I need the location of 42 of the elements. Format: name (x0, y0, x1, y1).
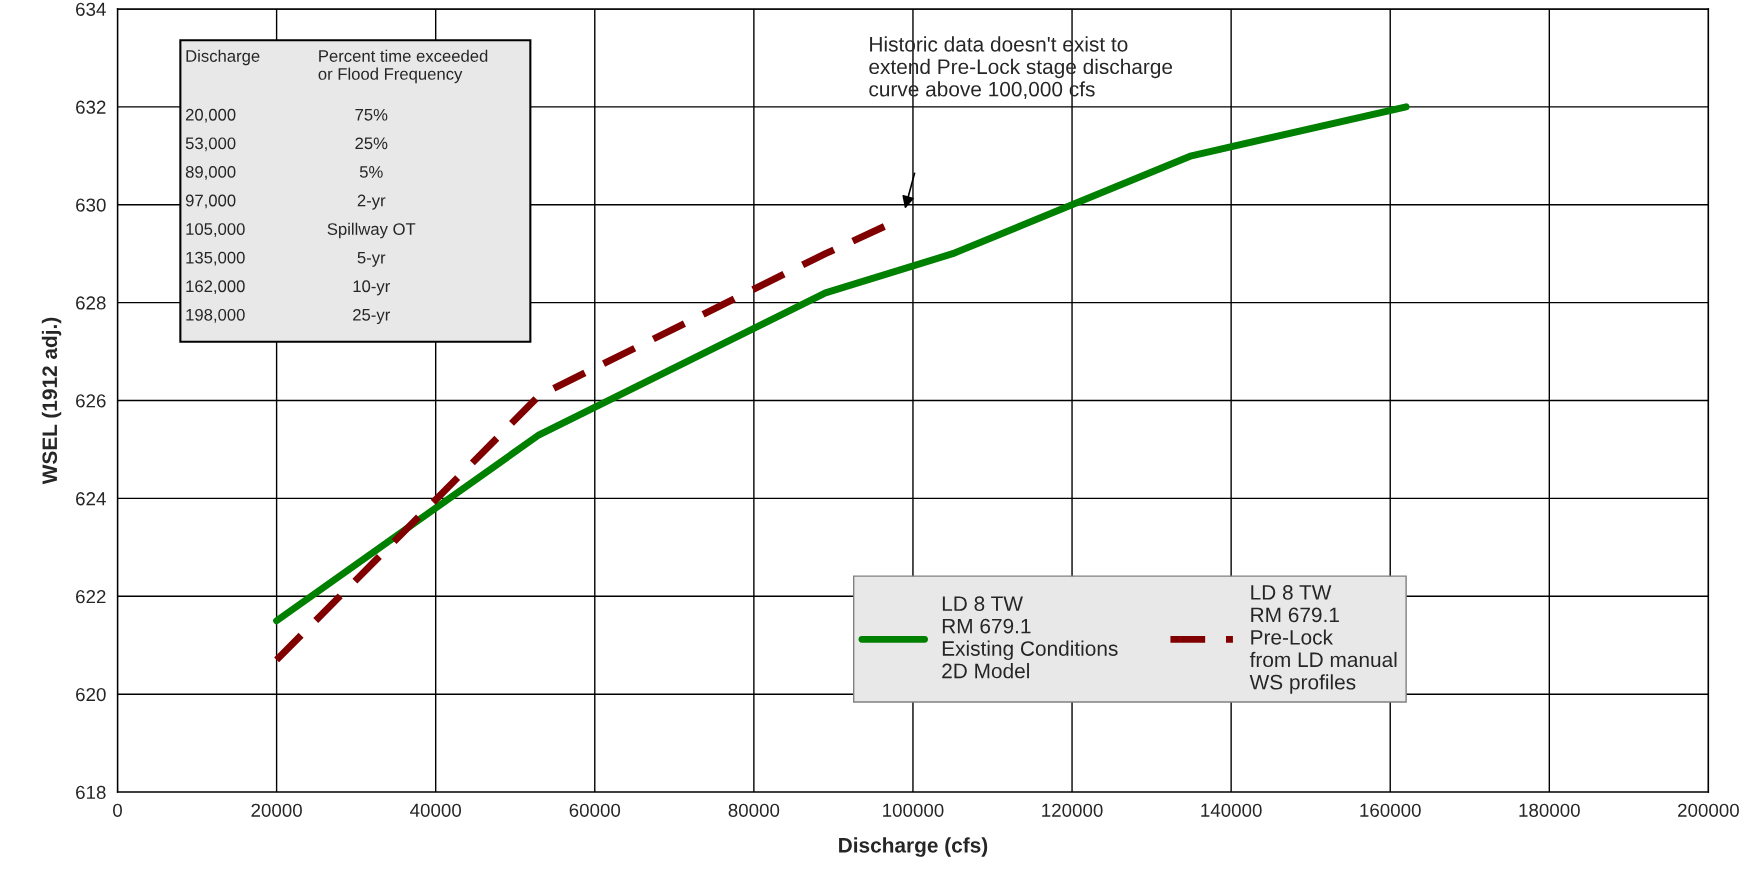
x-tick-label: 140000 (1201, 803, 1262, 817)
annotation: 25% (355, 137, 388, 150)
annotation: 20,000 (185, 108, 236, 123)
y-tick-label: 634 (76, 2, 106, 16)
y-tick-label: 630 (76, 198, 106, 212)
x-tick-label: 60000 (569, 803, 621, 817)
annotation: 105,000 (186, 223, 245, 237)
x-tick-label: 100000 (883, 803, 944, 817)
y-tick-label: 620 (76, 687, 106, 702)
x-tick-label: 120000 (1042, 803, 1103, 817)
annotation: 198,000 (186, 308, 245, 323)
annotation: Spillway OT (327, 222, 416, 239)
annotation: 97,000 (185, 194, 236, 209)
y-tick-label: 628 (76, 296, 106, 310)
annotation: 25-yr (353, 308, 390, 325)
x-tick-label: 80000 (728, 803, 780, 817)
annotation: Discharge (186, 49, 260, 66)
y-tick-label: 618 (76, 785, 106, 800)
annotation: 10-yr (353, 280, 390, 296)
y-tick-label: 624 (76, 492, 106, 506)
legend-label: LD 8 TW RM 679.1 Pre-Lock from LD manual WS profiles (1249, 585, 1397, 694)
annotation: 5% (359, 166, 383, 178)
y-tick-label: 622 (76, 589, 106, 604)
x-axis-title: Discharge (cfs) (839, 837, 988, 857)
x-tick-label: 180000 (1519, 803, 1580, 817)
annotation: 75% (355, 108, 388, 121)
x-tick-label: 160000 (1360, 803, 1421, 817)
x-tick-label: 200000 (1678, 803, 1739, 817)
annotation: 2-yr (357, 194, 386, 210)
annotation: 135,000 (186, 251, 245, 266)
y-tick-label: 632 (76, 100, 106, 114)
y-tick-label: 626 (76, 394, 106, 408)
annotation: 89,000 (185, 166, 236, 180)
x-tick-label: 20000 (251, 803, 302, 817)
y-axis-title: WSEL (1912 adj.) (41, 317, 62, 485)
x-tick-label: 0 (113, 803, 122, 817)
legend-label: LD 8 TW RM 679.1 Existing Conditions 2D Model (942, 596, 1118, 679)
annotation: 162,000 (186, 280, 245, 295)
annotation: 5-yr (357, 251, 386, 267)
x-tick-label: 40000 (410, 803, 462, 817)
annotation: 53,000 (185, 137, 236, 152)
annotation: Percent time exceeded or Flood Frequency (318, 49, 488, 84)
